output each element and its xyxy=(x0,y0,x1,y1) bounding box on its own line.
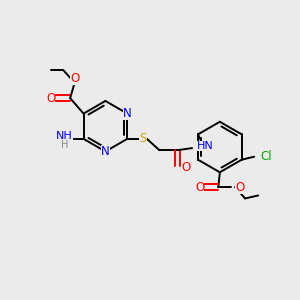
Text: NH: NH xyxy=(56,131,73,142)
Text: Cl: Cl xyxy=(260,150,272,163)
Text: O: O xyxy=(70,72,79,85)
Text: O: O xyxy=(46,92,56,105)
Text: H: H xyxy=(61,140,68,150)
Text: S: S xyxy=(140,132,147,146)
Text: N: N xyxy=(123,107,132,120)
Text: O: O xyxy=(195,181,204,194)
Text: O: O xyxy=(182,161,191,175)
Text: HN: HN xyxy=(196,141,213,151)
Text: N: N xyxy=(101,145,110,158)
Text: O: O xyxy=(235,181,244,194)
